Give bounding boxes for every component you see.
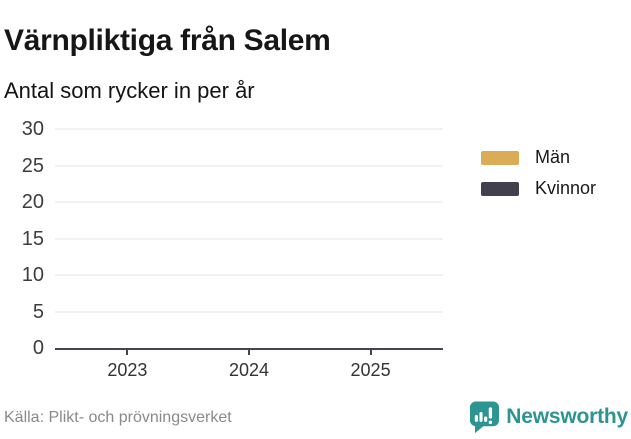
y-axis-tick-label: 20 [21,191,44,214]
y-axis-tick-label: 5 [32,300,44,323]
x-axis-tick [369,348,372,355]
brand-name: Newsworthy [506,405,628,428]
chart-subtitle: Antal som rycker in per år [4,78,255,103]
legend-item-män: Män [481,147,596,168]
gridline [55,311,443,313]
x-axis-tick-label: 2024 [228,360,270,380]
page-title: Värnpliktiga från Salem [4,24,331,58]
legend-swatch [481,150,519,165]
y-axis-tick-label: 15 [21,227,44,250]
gridline [55,128,443,130]
legend-swatch [481,181,519,196]
gridline [55,201,443,203]
newsworthy-logo[interactable]: Newsworthy [469,400,628,434]
x-axis-tick-label: 2025 [350,360,391,380]
gridline [55,165,443,166]
y-axis-tick-label: 10 [21,264,44,287]
plot-area: 2023 2024 2025 [55,128,443,380]
legend-item-kvinnor: Kvinnor [481,178,596,199]
legend-label: Män [535,147,571,167]
bar-chart-speech-bubble-icon [469,400,500,434]
source-note: Källa: Plikt- och prövningsverket [4,409,232,426]
x-axis-tick [248,348,250,355]
legend-label: Kvinnor [535,178,597,198]
y-axis-labels: 0 5 10 15 20 25 30 [0,119,44,358]
y-axis-tick-label: 25 [21,154,44,177]
y-axis-tick-label: 30 [21,118,44,140]
legend: Män Kvinnor [481,147,596,199]
y-axis-tick-label: 0 [32,337,44,359]
gridline [55,238,443,239]
x-axis-tick-label: 2023 [107,360,148,380]
gridline [55,274,443,276]
x-axis-tick [126,348,129,355]
